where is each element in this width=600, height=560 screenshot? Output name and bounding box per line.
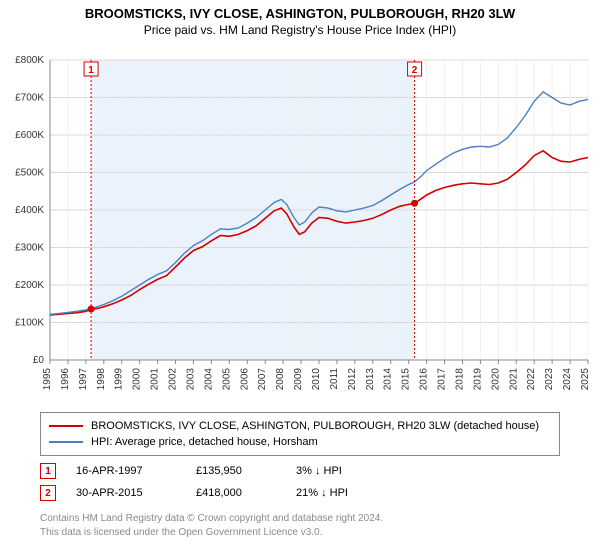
price-chart: £0 £100K £200K £300K £400K £500K £600K £700K £80…	[0, 44, 600, 404]
legend-item-hpi: HPI: Average price, detached house, Hors…	[49, 434, 551, 450]
y-tick-label: £500K	[15, 168, 44, 179]
sale-price-2: £418,000	[196, 487, 296, 499]
x-tick-label: 2005	[221, 368, 232, 391]
event-marker-label-2: 2	[412, 65, 418, 76]
x-tick-label: 2001	[150, 368, 161, 391]
legend: BROOMSTICKS, IVY CLOSE, ASHINGTON, PULBO…	[40, 412, 560, 456]
x-tick-label: 2019	[472, 368, 483, 391]
x-tick-label: 2006	[239, 368, 250, 391]
x-tick-label: 1996	[60, 368, 71, 391]
x-tick-label: 1995	[42, 368, 53, 391]
x-tick-label: 2022	[526, 368, 537, 391]
x-tick-label: 2010	[311, 368, 322, 391]
x-tick-label: 2014	[383, 368, 394, 391]
y-tick-label: £100K	[15, 318, 44, 329]
x-tick-label: 2016	[419, 368, 430, 391]
title-line-2: Price paid vs. HM Land Registry's House …	[0, 23, 600, 37]
y-tick-label: £400K	[15, 205, 44, 216]
legend-label-property: BROOMSTICKS, IVY CLOSE, ASHINGTON, PULBO…	[91, 420, 539, 432]
legend-swatch-property	[49, 425, 83, 427]
x-tick-label: 2004	[203, 368, 214, 391]
title-line-1: BROOMSTICKS, IVY CLOSE, ASHINGTON, PULBO…	[0, 6, 600, 21]
y-tick-label: £800K	[15, 55, 44, 66]
x-tick-label: 2015	[401, 368, 412, 391]
x-tick-label: 1997	[78, 368, 89, 391]
sale-marker-1: 1	[40, 463, 56, 479]
chart-svg: £0 £100K £200K £300K £400K £500K £600K £700K £80…	[0, 44, 600, 404]
chart-title: BROOMSTICKS, IVY CLOSE, ASHINGTON, PULBO…	[0, 0, 600, 37]
x-tick-label: 2002	[168, 368, 179, 391]
x-tick-label: 2017	[437, 368, 448, 391]
y-tick-label: £300K	[15, 243, 44, 254]
footer-line-2: This data is licensed under the Open Gov…	[40, 526, 560, 540]
sale-delta-2: 21% ↓ HPI	[296, 487, 416, 499]
y-tick-label: £700K	[15, 93, 44, 104]
x-tick-label: 2021	[508, 368, 519, 391]
sale-marker-2: 2	[40, 485, 56, 501]
sale-row-2: 2 30-APR-2015 £418,000 21% ↓ HPI	[40, 482, 560, 504]
x-tick-label: 2020	[490, 368, 501, 391]
x-tick-label: 1998	[96, 368, 107, 391]
x-tick-label: 2013	[365, 368, 376, 391]
x-tick-label: 2025	[580, 368, 591, 391]
sale-price-1: £135,950	[196, 465, 296, 477]
sale-date-2: 30-APR-2015	[76, 487, 196, 499]
x-tick-label: 2011	[329, 368, 340, 390]
legend-label-hpi: HPI: Average price, detached house, Hors…	[91, 436, 318, 448]
x-tick-label: 2018	[454, 368, 465, 391]
event-dot-2	[411, 200, 418, 207]
legend-swatch-hpi	[49, 441, 83, 443]
x-tick-label: 2009	[293, 368, 304, 391]
x-tick-label: 1999	[114, 368, 125, 391]
x-tick-label: 2023	[544, 368, 555, 391]
x-tick-label: 2007	[257, 368, 268, 391]
legend-item-property: BROOMSTICKS, IVY CLOSE, ASHINGTON, PULBO…	[49, 418, 551, 434]
y-tick-label: £200K	[15, 280, 44, 291]
y-tick-label: £600K	[15, 130, 44, 141]
x-tick-label: 2008	[275, 368, 286, 391]
x-tick-label: 2012	[347, 368, 358, 391]
footer-line-1: Contains HM Land Registry data © Crown c…	[40, 512, 560, 526]
sale-row-1: 1 16-APR-1997 £135,950 3% ↓ HPI	[40, 460, 560, 482]
event-marker-label-1: 1	[88, 65, 94, 76]
y-tick-label: £0	[33, 355, 45, 366]
sale-delta-1: 3% ↓ HPI	[296, 465, 416, 477]
event-dot-1	[88, 306, 95, 313]
x-tick-label: 2024	[562, 368, 573, 391]
footer: Contains HM Land Registry data © Crown c…	[40, 512, 560, 539]
x-tick-label: 2003	[185, 368, 196, 391]
x-tick-label: 2000	[132, 368, 143, 391]
sale-date-1: 16-APR-1997	[76, 465, 196, 477]
sales-table: 1 16-APR-1997 £135,950 3% ↓ HPI 2 30-APR…	[40, 460, 560, 504]
